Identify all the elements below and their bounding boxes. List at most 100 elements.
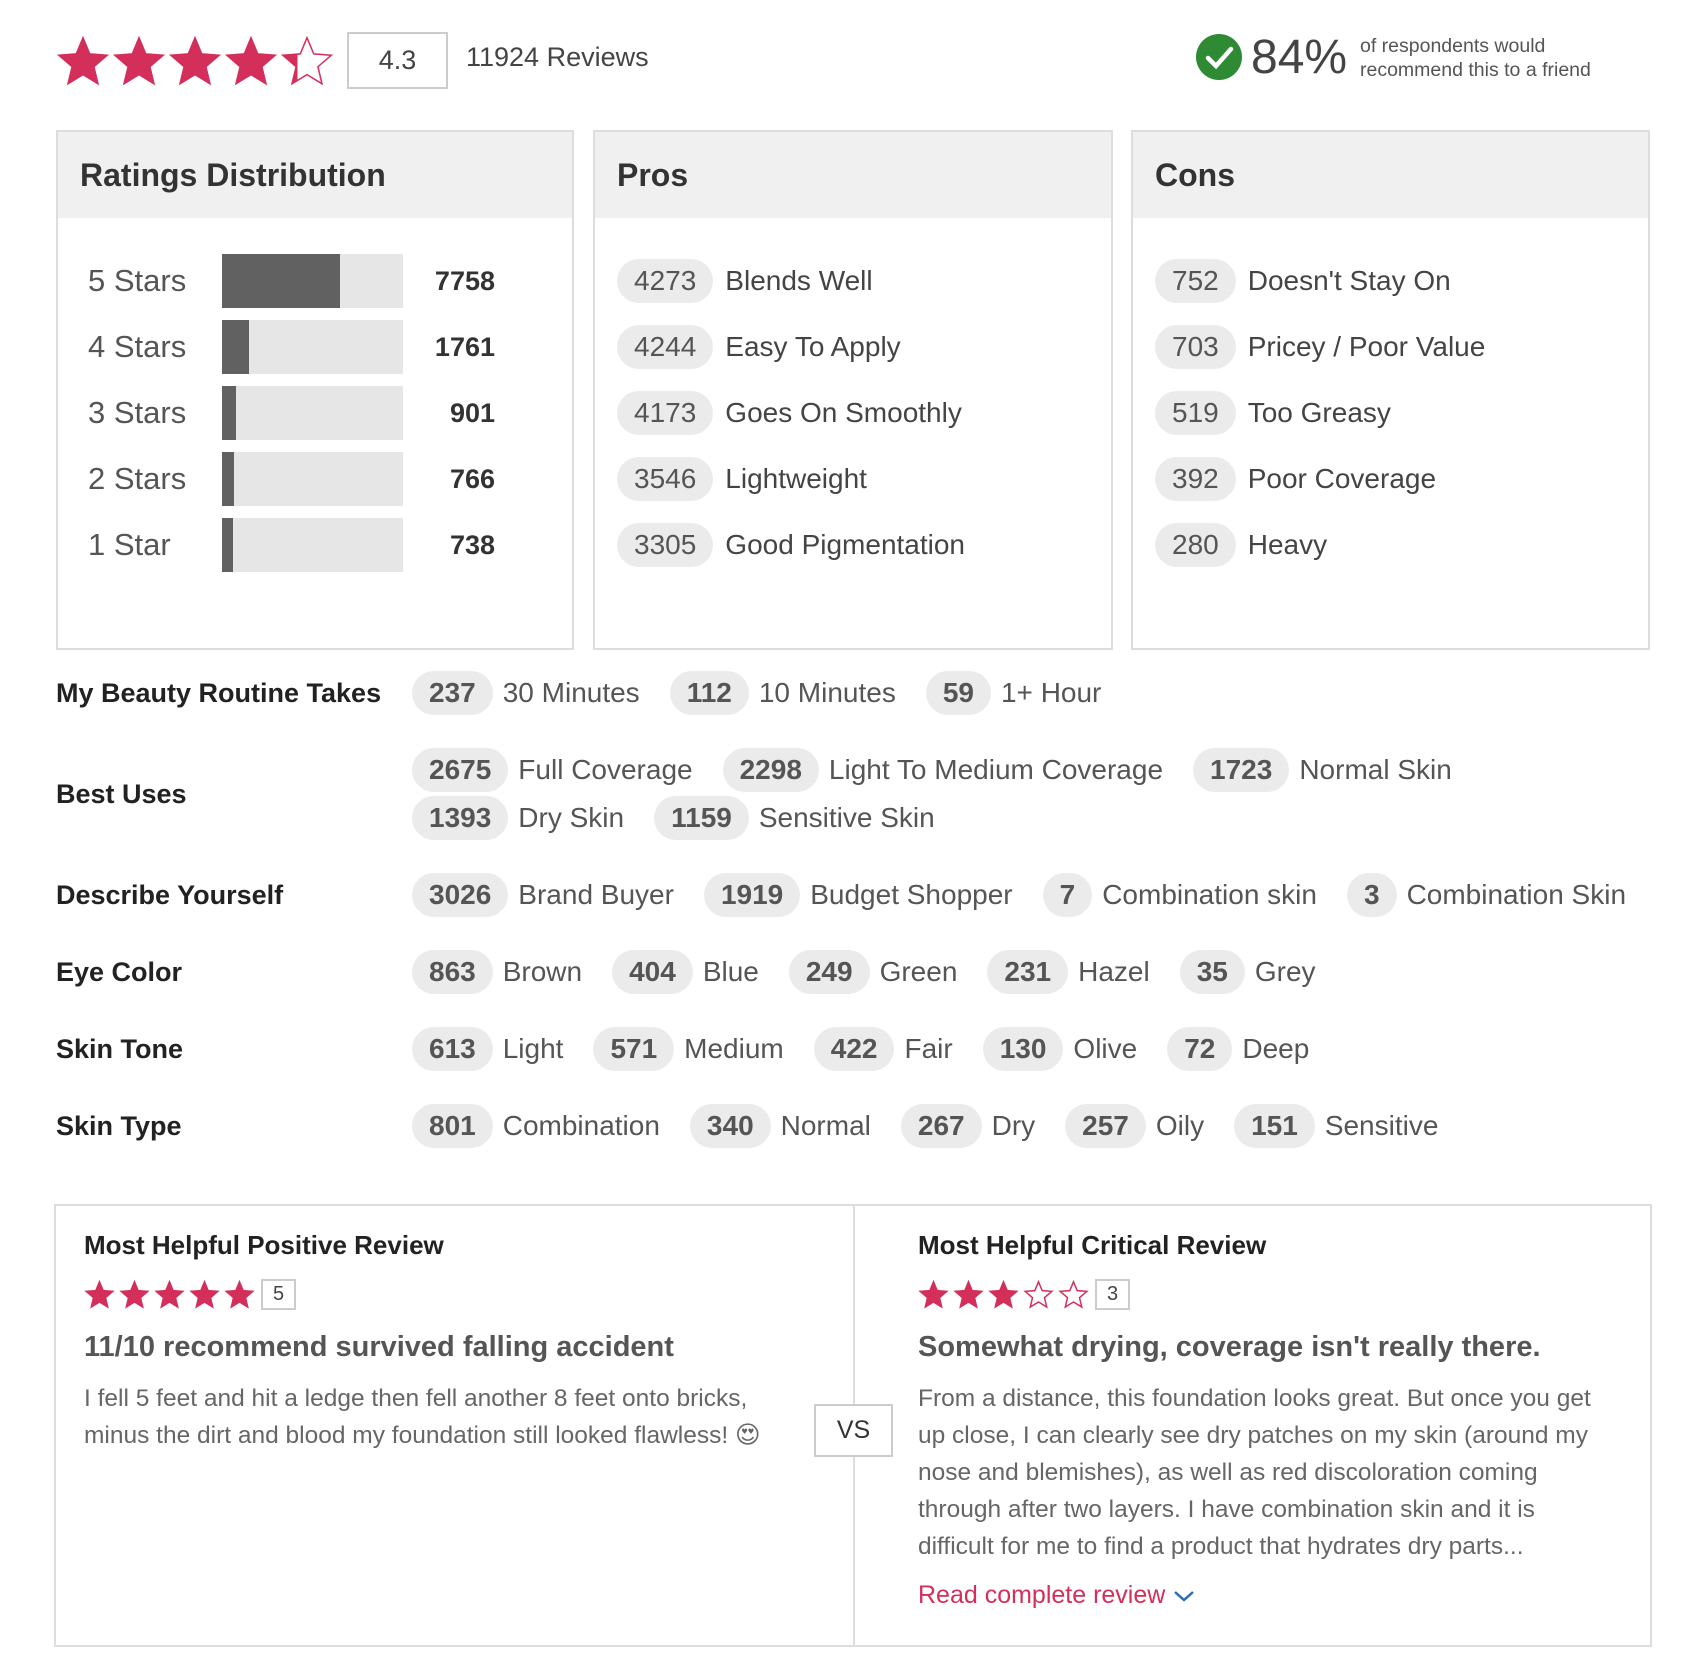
attribute-title: Best Uses [56, 778, 187, 809]
attribute-item: 2298 Light To Medium Coverage [722, 748, 1164, 792]
attribute-row: Skin Type 801 Combination 340 Normal 267 Dry 25… [56, 1104, 1689, 1148]
recommend-text: of respondents would recommend this to a… [1360, 35, 1591, 81]
bar [222, 254, 340, 308]
reviews: Most Helpful Positive Review 5 11/10 recom… [54, 1204, 1652, 1647]
star-label: 3 Stars [88, 395, 187, 430]
count-pill: 59 [925, 671, 991, 715]
attribute-title: Skin Type [56, 1110, 182, 1141]
count-pill: 571 [593, 1027, 675, 1071]
star [84, 1279, 115, 1309]
attribute-item: 801 Combination [412, 1104, 660, 1148]
attribute-item: 340 Normal [689, 1104, 871, 1148]
item-label: Blue [702, 956, 759, 987]
distribution-row: 1 Star 738 [58, 518, 572, 572]
distribution-row: 2 Stars 766 [58, 452, 572, 506]
item-label: 1+ Hour [1000, 677, 1102, 708]
item-label: Dry [991, 1110, 1036, 1141]
bar [222, 452, 234, 506]
count-pill: 1393 [412, 796, 509, 840]
bar [222, 518, 234, 572]
count: 766 [449, 464, 495, 494]
item-label: Easy To Apply [725, 331, 901, 362]
count-pill: 422 [813, 1027, 895, 1071]
attribute-item: 571 Medium [593, 1027, 784, 1071]
item-label: Light [502, 1033, 564, 1064]
item-label: 30 Minutes [502, 677, 640, 708]
star [988, 1279, 1019, 1309]
item-label: Too Greasy [1247, 397, 1391, 428]
star [112, 35, 166, 86]
attribute-item: 59 1+ Hour [925, 671, 1102, 715]
panel-title: Cons [1133, 132, 1648, 218]
attribute-item: 1919 Budget Shopper [703, 873, 1013, 917]
count-pill: 231 [987, 950, 1069, 994]
review-rating: 3 [1094, 1278, 1131, 1310]
count-pill: 519 [1155, 391, 1236, 435]
item-label: Grey [1254, 956, 1316, 987]
list-row: 3305 Good Pigmentation [617, 523, 965, 567]
count-pill: 3 [1346, 873, 1397, 917]
item-label: Medium [684, 1033, 784, 1064]
star [189, 1279, 220, 1309]
item-label: Dry Skin [518, 802, 625, 833]
attribute-item: 257 Oily [1065, 1104, 1204, 1148]
item-label: Brand Buyer [518, 879, 674, 910]
count-pill: 863 [412, 950, 493, 994]
count-pill: 3305 [617, 523, 714, 567]
review-body: From a distance, this foundation looks g… [917, 1385, 1591, 1560]
critical-review: Most Helpful Critical Review 3 Somewhat dr… [855, 1206, 1650, 1645]
bar-track [222, 386, 403, 440]
item-label: Sensitive [1324, 1110, 1439, 1141]
read-more-link[interactable]: Read complete review [918, 1581, 1195, 1610]
item-label: Blends Well [725, 265, 873, 296]
attribute-title: My Beauty Routine Takes [56, 677, 382, 708]
item-label: Green [879, 956, 958, 987]
attribute-item: 7 Combination skin [1042, 873, 1317, 917]
count-pill: 4244 [617, 325, 714, 369]
count: 7758 [434, 266, 495, 296]
star [1023, 1279, 1054, 1309]
item-label: Full Coverage [518, 754, 693, 785]
star-rating [918, 1279, 1089, 1309]
count-pill: 4173 [617, 391, 714, 435]
rating-box: 4.3 [347, 32, 448, 89]
attribute-item: 3026 Brand Buyer [412, 873, 674, 917]
attribute-title: Eye Color [56, 956, 183, 987]
item-label: Brown [502, 956, 583, 987]
item-label: Good Pigmentation [725, 529, 966, 560]
attribute-item: 112 10 Minutes [669, 671, 896, 715]
star [168, 35, 222, 86]
list-row: 392 Poor Coverage [1155, 457, 1436, 501]
count-pill: 35 [1179, 950, 1245, 994]
bar-track [222, 320, 403, 374]
attribute-row: Best Uses 2675 Full Coverage 2298 Light To M… [56, 748, 1689, 840]
count-pill: 267 [900, 1104, 982, 1148]
star-label: 5 Stars [88, 263, 187, 298]
item-label: Combination [502, 1110, 660, 1141]
attribute-item: 422 Fair [813, 1027, 953, 1071]
review-stars: 5 [84, 1277, 803, 1311]
bar-track [222, 452, 403, 506]
attribute-item: 1393 Dry Skin [412, 796, 624, 840]
count-pill: 257 [1065, 1104, 1146, 1148]
item-label: Light To Medium Coverage [828, 754, 1164, 785]
list-row: 752 Doesn't Stay On [1155, 259, 1451, 303]
attribute-row: Skin Tone 613 Light 571 Medium 422 Fair 130 Oliv… [56, 1027, 1689, 1071]
item-label: Goes On Smoothly [725, 397, 962, 428]
review-body: I fell 5 feet and hit a ledge then fell … [84, 1385, 761, 1449]
star-label: 1 Star [88, 527, 171, 562]
attribute-item: 237 30 Minutes [412, 671, 640, 715]
review-rating: 5 [261, 1278, 297, 1310]
count-pill: 752 [1155, 259, 1236, 303]
panel-title: Pros [595, 132, 1111, 218]
attribute-item: 231 Hazel [987, 950, 1150, 994]
count-pill: 2675 [412, 748, 509, 792]
attribute-item: 2675 Full Coverage [412, 748, 693, 792]
distribution-row: 4 Stars 1761 [58, 320, 572, 374]
panel-title: Ratings Distribution [58, 132, 572, 218]
attribute-item: 72 Deep [1167, 1027, 1309, 1071]
attribute-item: 3 Combination Skin [1346, 873, 1626, 917]
star [953, 1279, 984, 1309]
attribute-row: Eye Color 863 Brown 404 Blue 249 Green 231 Hazel… [56, 950, 1689, 994]
list-row: 3546 Lightweight [617, 457, 867, 501]
